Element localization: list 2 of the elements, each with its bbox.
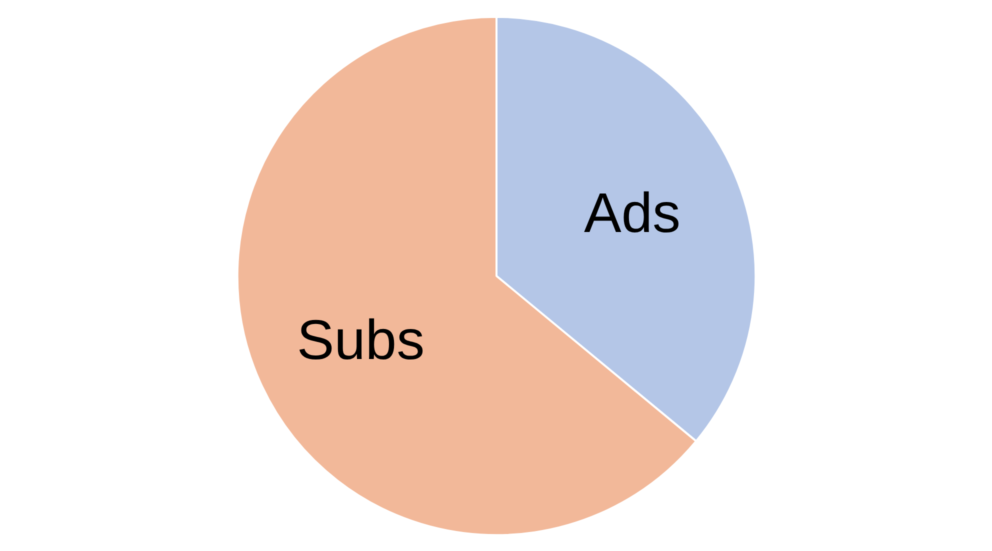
- slice-label: Subs: [296, 308, 425, 371]
- slice-label: Ads: [584, 181, 680, 244]
